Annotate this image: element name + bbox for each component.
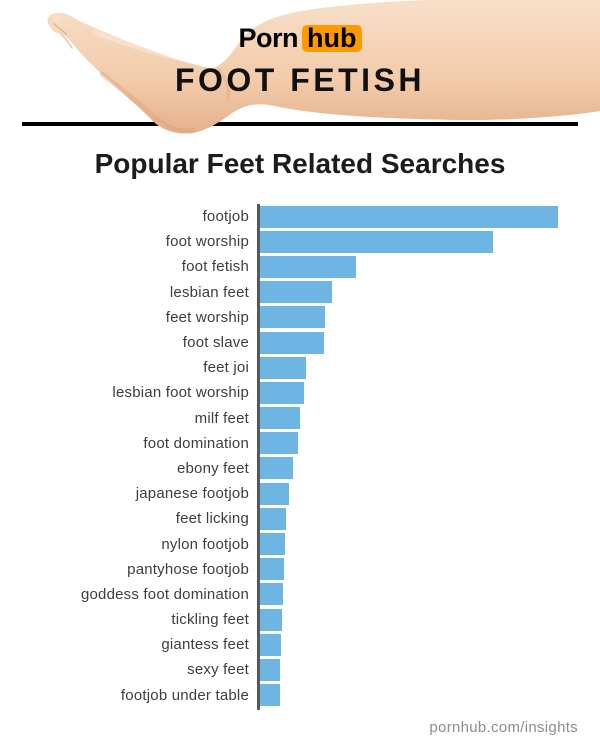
footer-url: pornhub.com/insights	[429, 719, 578, 736]
bar-label: foot worship	[165, 233, 249, 251]
bar-label: giantess feet	[161, 636, 249, 654]
header: Porn hub FOOT FETISH	[0, 0, 600, 140]
bar-label: footjob under table	[120, 686, 249, 704]
bar	[260, 356, 306, 379]
bar	[260, 306, 325, 329]
chart-row: lesbian foot worship	[0, 380, 600, 405]
chart-axis	[257, 204, 260, 710]
bar	[260, 608, 282, 631]
bar	[260, 230, 493, 253]
chart-row: foot domination	[0, 431, 600, 456]
bar-label: japanese footjob	[135, 485, 249, 503]
bar-label: feet licking	[175, 510, 249, 528]
bar	[260, 533, 285, 556]
bar	[260, 633, 281, 656]
bar-label: foot fetish	[181, 258, 249, 276]
divider-line	[22, 122, 578, 126]
toenail	[53, 16, 61, 22]
bar-label: goddess foot domination	[80, 585, 249, 603]
chart-row: ebony feet	[0, 456, 600, 481]
bar-label: milf feet	[194, 409, 249, 427]
bar-label: foot domination	[143, 434, 249, 452]
chart-row: milf feet	[0, 406, 600, 431]
bar	[260, 407, 300, 430]
chart-row: japanese footjob	[0, 481, 600, 506]
chart-row: nylon footjob	[0, 531, 600, 556]
bar-label: foot slave	[182, 334, 249, 352]
bar-label: lesbian feet	[169, 283, 249, 301]
bar	[260, 583, 283, 606]
bar-label: feet worship	[165, 308, 249, 326]
chart-row: foot slave	[0, 330, 600, 355]
chart-row: foot worship	[0, 229, 600, 254]
bar	[260, 432, 298, 455]
chart-rows: footjob foot worship foot fetish lesbian…	[0, 204, 600, 708]
bar-label: sexy feet	[187, 661, 249, 679]
page-title: FOOT FETISH	[174, 62, 426, 98]
bar-label: footjob	[202, 208, 249, 226]
logo-text-porn: Porn	[238, 23, 299, 53]
bar	[260, 205, 558, 228]
bar	[260, 381, 304, 404]
chart-row: goddess foot domination	[0, 582, 600, 607]
chart-row: tickling feet	[0, 607, 600, 632]
bar	[260, 558, 284, 581]
logo-text-hub: hub	[302, 25, 362, 52]
bar-label: pantyhose footjob	[127, 560, 249, 578]
bar	[260, 281, 332, 304]
chart-title: Popular Feet Related Searches	[94, 148, 506, 179]
bar-label: lesbian foot worship	[112, 384, 249, 402]
bar-label: tickling feet	[171, 611, 249, 629]
chart-row: footjob under table	[0, 683, 600, 708]
bar-label: nylon footjob	[161, 535, 249, 553]
chart-row: foot fetish	[0, 254, 600, 279]
chart-row: pantyhose footjob	[0, 557, 600, 582]
bar	[260, 457, 293, 480]
pornhub-logo: Porn hub	[0, 23, 600, 54]
chart-row: lesbian feet	[0, 280, 600, 305]
bar-label: ebony feet	[176, 459, 249, 477]
chart-row: feet licking	[0, 506, 600, 531]
chart-row: feet worship	[0, 305, 600, 330]
bar	[260, 507, 286, 530]
bar-label: feet joi	[203, 359, 249, 377]
bar	[260, 255, 356, 278]
chart-row: feet joi	[0, 355, 600, 380]
bar	[260, 482, 289, 505]
bar-chart: footjob foot worship foot fetish lesbian…	[0, 204, 600, 710]
chart-row: sexy feet	[0, 657, 600, 682]
chart-row: giantess feet	[0, 632, 600, 657]
bar	[260, 658, 280, 681]
bar	[260, 684, 280, 707]
bar	[260, 331, 324, 354]
chart-row: footjob	[0, 204, 600, 229]
